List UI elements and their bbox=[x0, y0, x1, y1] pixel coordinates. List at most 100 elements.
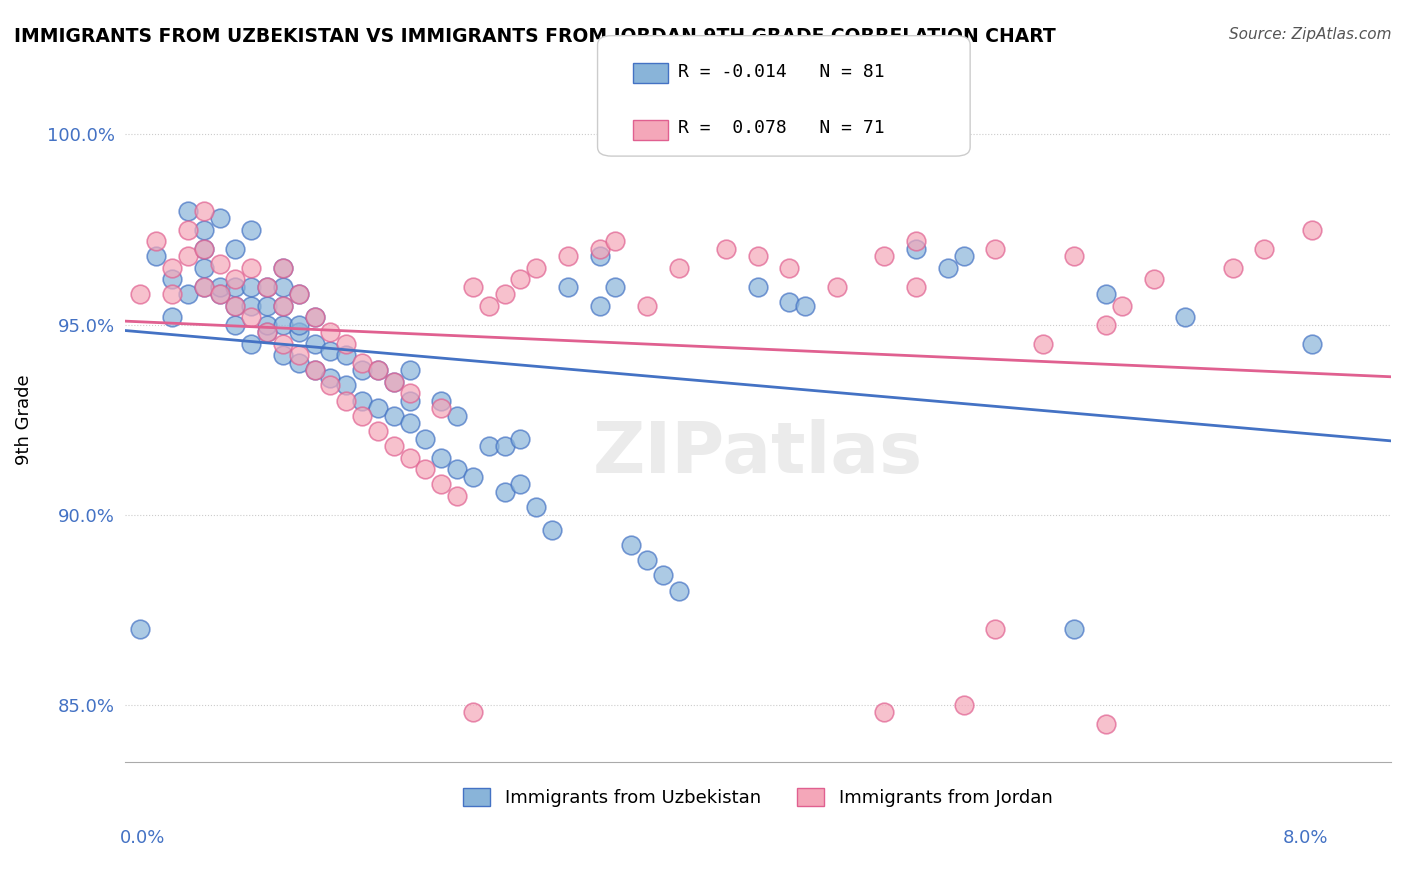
Point bbox=[461, 279, 484, 293]
Point bbox=[936, 260, 959, 275]
Point bbox=[271, 279, 294, 293]
Point bbox=[1301, 336, 1323, 351]
Point bbox=[352, 409, 374, 423]
Point bbox=[208, 211, 231, 226]
Point bbox=[193, 279, 215, 293]
Point bbox=[335, 336, 357, 351]
Point bbox=[905, 242, 928, 256]
Point bbox=[415, 432, 437, 446]
Point bbox=[620, 538, 643, 552]
Point bbox=[1063, 622, 1085, 636]
Text: R =  0.078   N = 71: R = 0.078 N = 71 bbox=[678, 120, 884, 137]
Point bbox=[160, 260, 183, 275]
Point bbox=[287, 348, 309, 362]
Point bbox=[352, 355, 374, 369]
Point bbox=[224, 242, 246, 256]
Point bbox=[588, 242, 610, 256]
Point bbox=[541, 523, 564, 537]
Point bbox=[160, 310, 183, 324]
Point bbox=[145, 249, 167, 263]
Point bbox=[1174, 310, 1197, 324]
Point bbox=[1063, 249, 1085, 263]
Point bbox=[177, 222, 200, 236]
Point bbox=[256, 279, 278, 293]
Point bbox=[478, 439, 501, 453]
Text: R = -0.014   N = 81: R = -0.014 N = 81 bbox=[678, 63, 884, 81]
Point bbox=[382, 409, 405, 423]
Point bbox=[905, 279, 928, 293]
Legend: Immigrants from Uzbekistan, Immigrants from Jordan: Immigrants from Uzbekistan, Immigrants f… bbox=[456, 780, 1060, 814]
Point bbox=[287, 287, 309, 301]
Point bbox=[256, 318, 278, 332]
Point bbox=[494, 287, 516, 301]
Point bbox=[952, 698, 974, 712]
Point bbox=[335, 378, 357, 392]
Point bbox=[287, 325, 309, 339]
Point bbox=[873, 249, 896, 263]
Point bbox=[430, 401, 453, 416]
Point bbox=[778, 294, 800, 309]
Point bbox=[1095, 318, 1118, 332]
Point bbox=[509, 272, 531, 286]
Point bbox=[224, 299, 246, 313]
Point bbox=[193, 260, 215, 275]
Point bbox=[714, 242, 737, 256]
Point bbox=[398, 363, 420, 377]
Point bbox=[478, 299, 501, 313]
Point bbox=[446, 462, 468, 476]
Point bbox=[240, 222, 263, 236]
Point bbox=[240, 336, 263, 351]
Point bbox=[588, 299, 610, 313]
Point bbox=[905, 234, 928, 248]
Point bbox=[557, 249, 579, 263]
Point bbox=[446, 409, 468, 423]
Point bbox=[382, 439, 405, 453]
Point bbox=[668, 583, 690, 598]
Point bbox=[382, 375, 405, 389]
Point bbox=[367, 363, 389, 377]
Point bbox=[145, 234, 167, 248]
Point bbox=[494, 439, 516, 453]
Point bbox=[193, 222, 215, 236]
Point bbox=[636, 553, 658, 567]
Point bbox=[446, 489, 468, 503]
Point bbox=[271, 336, 294, 351]
Point bbox=[398, 417, 420, 431]
Point bbox=[224, 299, 246, 313]
Point bbox=[1301, 222, 1323, 236]
Point bbox=[605, 279, 627, 293]
Point bbox=[256, 279, 278, 293]
Point bbox=[557, 279, 579, 293]
Point bbox=[304, 310, 326, 324]
Point bbox=[319, 378, 342, 392]
Point bbox=[177, 287, 200, 301]
Point bbox=[177, 203, 200, 218]
Point bbox=[494, 484, 516, 499]
Point bbox=[352, 363, 374, 377]
Point bbox=[208, 287, 231, 301]
Point bbox=[287, 318, 309, 332]
Point bbox=[240, 279, 263, 293]
Point bbox=[509, 477, 531, 491]
Point bbox=[256, 325, 278, 339]
Point bbox=[636, 299, 658, 313]
Y-axis label: 9th Grade: 9th Grade bbox=[15, 375, 32, 465]
Point bbox=[335, 393, 357, 408]
Point bbox=[668, 260, 690, 275]
Text: 8.0%: 8.0% bbox=[1284, 829, 1329, 847]
Point bbox=[304, 310, 326, 324]
Point bbox=[304, 363, 326, 377]
Point bbox=[605, 234, 627, 248]
Point bbox=[129, 622, 152, 636]
Text: ZIPatlas: ZIPatlas bbox=[593, 419, 922, 488]
Point bbox=[160, 272, 183, 286]
Point bbox=[240, 310, 263, 324]
Point bbox=[1111, 299, 1133, 313]
Point bbox=[224, 318, 246, 332]
Point bbox=[352, 393, 374, 408]
Point bbox=[588, 249, 610, 263]
Point bbox=[1032, 336, 1054, 351]
Point bbox=[193, 242, 215, 256]
Point bbox=[430, 393, 453, 408]
Point bbox=[1095, 716, 1118, 731]
